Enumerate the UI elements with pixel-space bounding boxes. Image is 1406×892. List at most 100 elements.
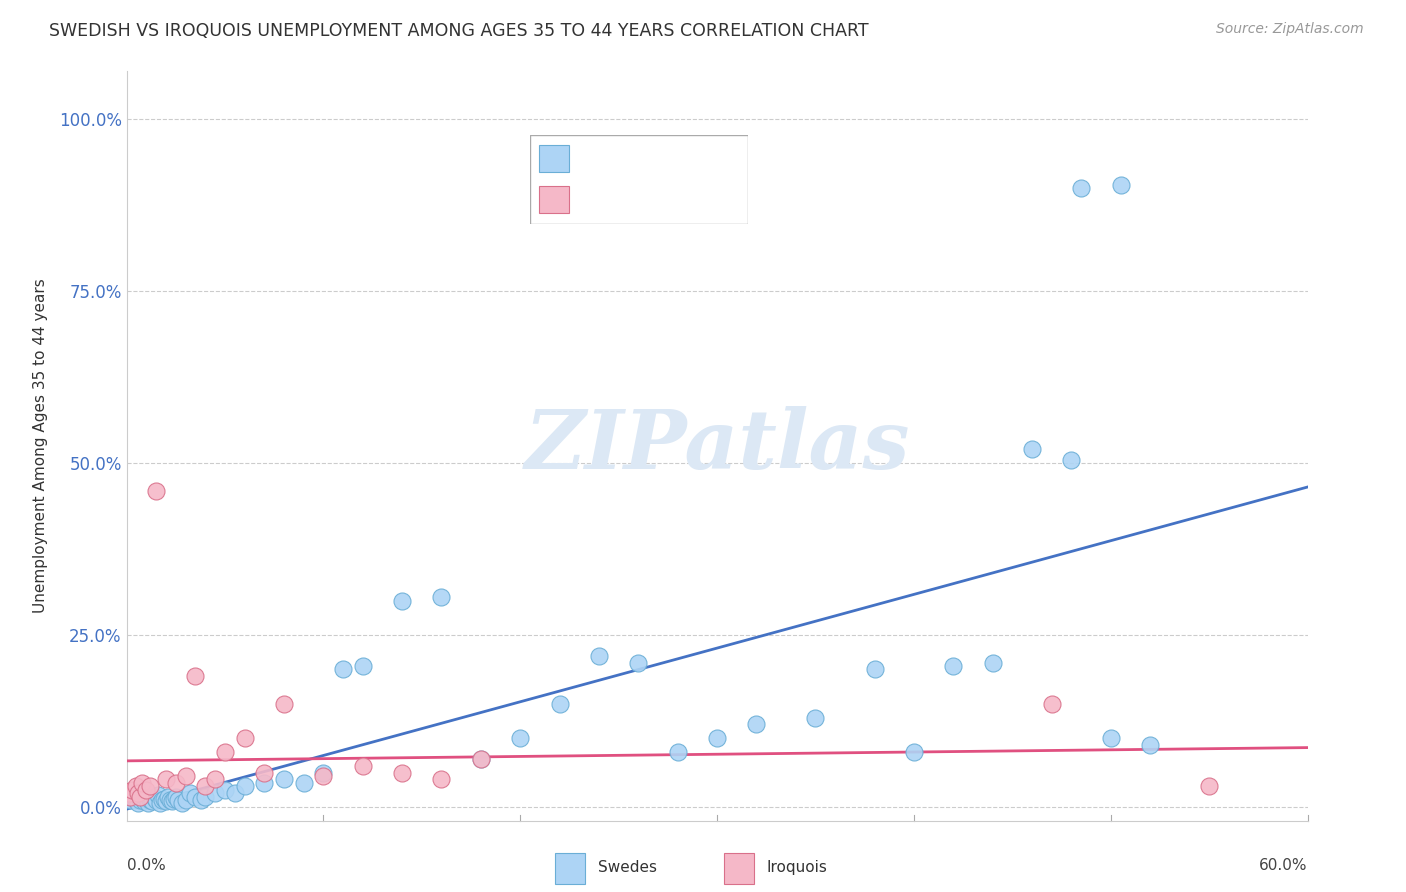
Text: Source: ZipAtlas.com: Source: ZipAtlas.com <box>1216 22 1364 37</box>
Point <box>214 782 236 797</box>
Text: ZIPatlas: ZIPatlas <box>524 406 910 486</box>
FancyBboxPatch shape <box>724 854 754 883</box>
Text: 0.0%: 0.0% <box>127 858 166 873</box>
Point <box>155 772 177 787</box>
Point <box>149 797 172 811</box>
Point <box>224 786 246 800</box>
Point <box>134 794 156 808</box>
Point <box>145 793 167 807</box>
Point <box>129 793 152 807</box>
Point <box>253 765 276 780</box>
Point <box>190 793 212 807</box>
Point <box>204 772 226 787</box>
Point <box>139 793 162 807</box>
Point <box>666 745 689 759</box>
Point <box>352 659 374 673</box>
Point <box>863 662 886 676</box>
Point <box>141 794 163 808</box>
Point <box>166 793 188 807</box>
Point <box>117 786 139 800</box>
FancyBboxPatch shape <box>538 145 569 172</box>
Point <box>233 779 256 793</box>
Point <box>981 656 1004 670</box>
Point <box>391 765 413 780</box>
Point <box>942 659 965 673</box>
Point <box>1070 181 1092 195</box>
Point <box>745 717 768 731</box>
Point <box>145 483 167 498</box>
Point <box>131 776 153 790</box>
FancyBboxPatch shape <box>530 135 748 224</box>
Point <box>146 788 169 802</box>
Point <box>548 697 571 711</box>
Point <box>139 779 162 793</box>
Point <box>159 793 181 807</box>
Point <box>1198 779 1220 793</box>
Point <box>1021 442 1043 457</box>
Text: R = 0.130    N = 27: R = 0.130 N = 27 <box>578 192 740 207</box>
Point <box>120 793 142 807</box>
Point <box>127 786 149 800</box>
Point <box>292 776 315 790</box>
Point <box>1109 178 1132 192</box>
Text: SWEDISH VS IROQUOIS UNEMPLOYMENT AMONG AGES 35 TO 44 YEARS CORRELATION CHART: SWEDISH VS IROQUOIS UNEMPLOYMENT AMONG A… <box>49 22 869 40</box>
Point <box>430 772 453 787</box>
Point <box>179 786 201 800</box>
Point <box>312 765 335 780</box>
Point <box>194 789 217 804</box>
Point <box>706 731 728 746</box>
Point <box>312 769 335 783</box>
Point <box>273 697 295 711</box>
Point <box>470 752 492 766</box>
Point <box>153 791 176 805</box>
Point <box>127 797 149 811</box>
Point <box>430 591 453 605</box>
Point <box>332 662 354 676</box>
Point <box>194 779 217 793</box>
Point <box>165 789 187 804</box>
Point <box>509 731 531 746</box>
Point <box>588 648 610 663</box>
Point <box>391 593 413 607</box>
Point <box>174 793 197 807</box>
Point <box>125 779 148 793</box>
Point <box>131 789 153 804</box>
Point <box>214 745 236 759</box>
Point <box>184 789 207 804</box>
Text: Swedes: Swedes <box>598 860 657 875</box>
Point <box>184 669 207 683</box>
Text: Iroquois: Iroquois <box>766 860 827 875</box>
Point <box>253 776 276 790</box>
Point <box>352 758 374 772</box>
Point <box>160 794 183 808</box>
Point <box>156 789 179 804</box>
FancyBboxPatch shape <box>538 186 569 213</box>
Point <box>470 752 492 766</box>
Point <box>163 791 186 805</box>
Point <box>903 745 925 759</box>
Point <box>174 769 197 783</box>
FancyBboxPatch shape <box>555 854 585 883</box>
Point <box>121 789 143 804</box>
Point <box>155 794 177 808</box>
Point <box>1060 452 1083 467</box>
Point <box>120 789 142 804</box>
Text: 60.0%: 60.0% <box>1260 858 1308 873</box>
Point <box>1099 731 1122 746</box>
Point <box>135 791 157 805</box>
Point <box>204 786 226 800</box>
Point <box>627 656 650 670</box>
Point <box>273 772 295 787</box>
Point <box>135 782 157 797</box>
Point <box>804 710 827 724</box>
Point <box>150 793 173 807</box>
Y-axis label: Unemployment Among Ages 35 to 44 years: Unemployment Among Ages 35 to 44 years <box>32 278 48 614</box>
Point <box>170 797 193 811</box>
Point <box>143 789 166 804</box>
Point <box>121 782 143 797</box>
Point <box>165 776 187 790</box>
Point <box>125 793 148 807</box>
Point <box>129 789 152 804</box>
Text: R = 0.783    N = 61: R = 0.783 N = 61 <box>578 151 740 166</box>
Point <box>1139 738 1161 752</box>
